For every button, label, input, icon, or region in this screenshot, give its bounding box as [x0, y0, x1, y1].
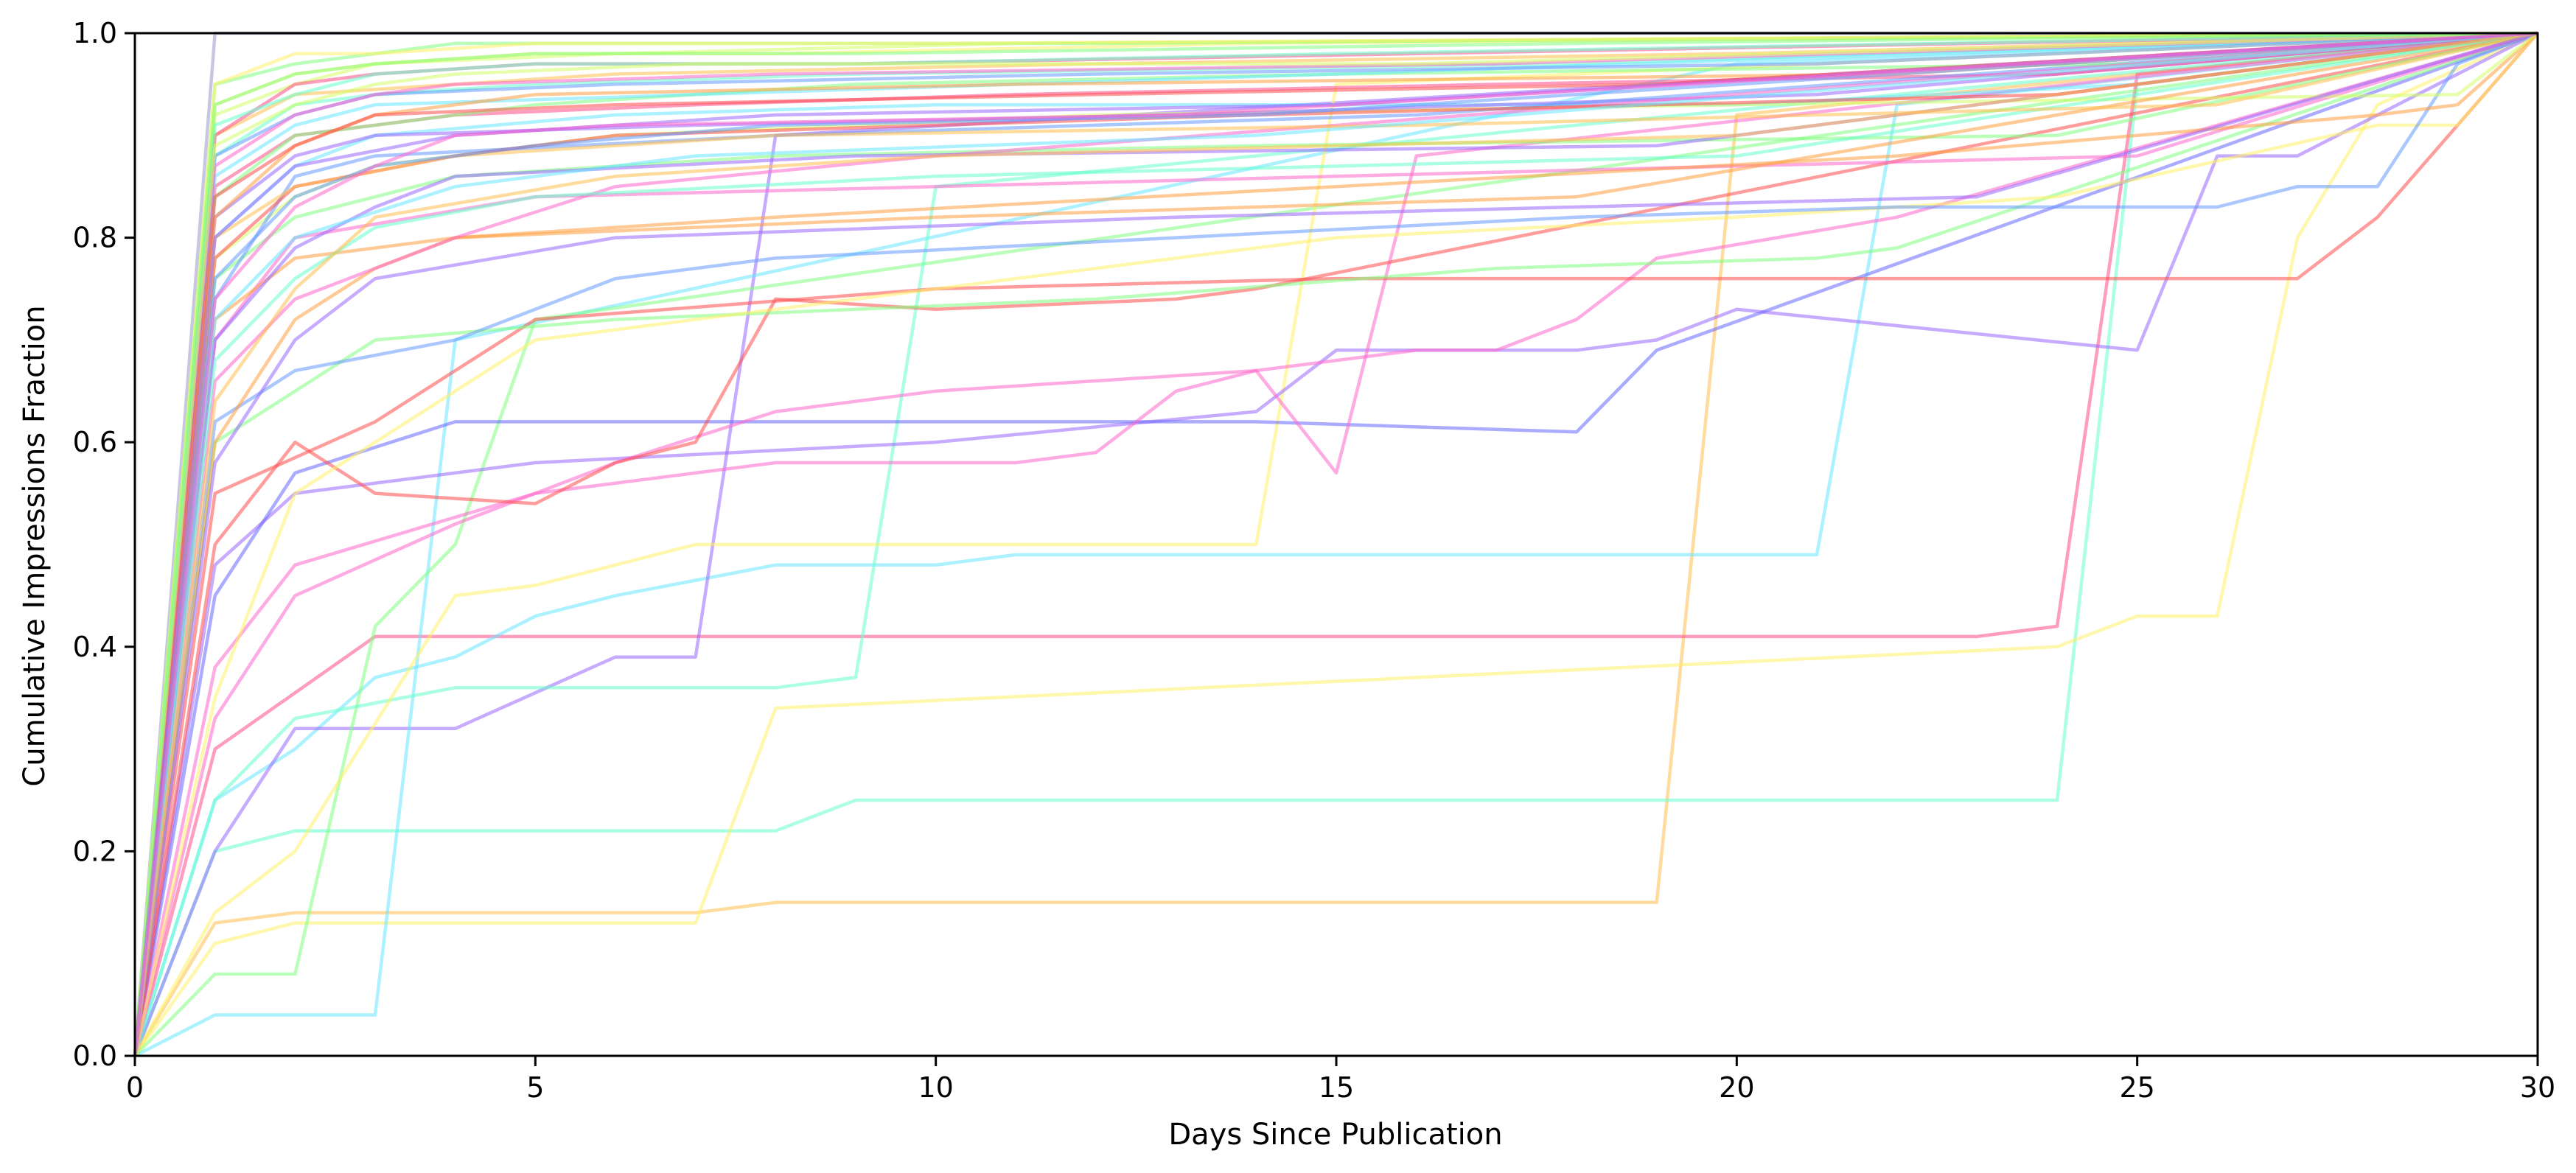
series-line-20: [133, 31, 2538, 1057]
x-tick-label: 15: [1319, 1071, 1354, 1104]
y-axis-label: Cumulative Impressions Fraction: [18, 305, 52, 786]
y-tick-label: 0.8: [73, 222, 117, 254]
series-line-4: [133, 31, 2538, 1057]
x-tick-label: 25: [2119, 1071, 2154, 1104]
series-line-15: [133, 31, 2538, 1057]
x-tick-label: 30: [2520, 1071, 2555, 1104]
series-line-40: [133, 31, 2538, 1057]
series-line-7: [133, 31, 2538, 1057]
series-line-44: [133, 31, 2538, 1057]
x-axis-ticks: 0 5 10 15 20 25 30: [126, 1056, 2555, 1104]
series-line-8: [133, 31, 2538, 1058]
y-tick-label: 0.2: [73, 835, 117, 867]
series-line-41: [133, 31, 2538, 1057]
x-tick-label: 10: [918, 1071, 953, 1104]
series-line-49: [133, 31, 2538, 1057]
y-tick-label: 0.4: [73, 631, 117, 663]
series-line-16: [133, 31, 2538, 1057]
series-line-3: [133, 31, 2538, 1057]
series-line-22: [133, 32, 2539, 1057]
x-tick-label: 5: [526, 1071, 544, 1104]
series-line-39: [133, 31, 2538, 1057]
series-line-11: [133, 31, 2538, 1057]
series-layer: [133, 31, 2539, 1058]
series-line-27: [133, 31, 2538, 1057]
series-line-54: [133, 31, 2538, 1057]
series-line-18: [133, 31, 2538, 1057]
series-line-5: [133, 31, 2538, 1057]
series-line-13: [133, 31, 2538, 1057]
y-tick-label: 1.0: [73, 17, 117, 49]
series-line-50: [133, 31, 2538, 1057]
series-line-53: [133, 31, 2538, 1057]
x-tick-label: 0: [126, 1071, 144, 1104]
y-axis-ticks: 0.0 0.2 0.4 0.6 0.8 1.0: [73, 17, 135, 1072]
series-line-45: [133, 31, 2538, 1057]
series-line-47: [133, 31, 2538, 1057]
series-line-56: [133, 31, 2538, 1057]
x-axis-label: Days Since Publication: [1168, 1118, 1502, 1152]
series-line-35: [133, 31, 2538, 1057]
series-line-21: [133, 31, 2538, 1057]
y-tick-label: 0.0: [73, 1040, 117, 1072]
series-line-52: [133, 31, 2538, 1057]
x-tick-label: 20: [1719, 1071, 1754, 1104]
series-line-19: [133, 32, 2539, 1057]
series-line-48: [133, 31, 2538, 1057]
y-tick-label: 0.6: [73, 426, 117, 458]
series-line-10: [133, 31, 2538, 1057]
series-line-6: [133, 31, 2538, 1057]
series-line-46: [133, 31, 2538, 1057]
series-line-14: [133, 31, 2538, 1057]
series-line-51: [133, 31, 2538, 1057]
